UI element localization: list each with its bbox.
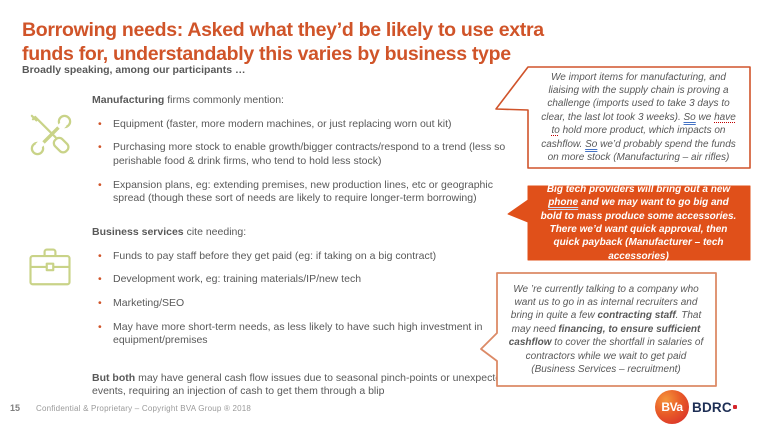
slide-subtitle: Broadly speaking, among our participants… xyxy=(22,64,246,76)
closing-paragraph: But both may have general cash flow issu… xyxy=(92,372,516,399)
slide-title-line2: funds for, understandably this varies by… xyxy=(22,43,511,66)
section-business-services: Business services cite needing: Funds to… xyxy=(92,226,516,348)
quote-text: We import items for manufacturing, and l… xyxy=(541,71,736,163)
speech-bubble-shape xyxy=(480,272,717,387)
section-business-services-heading: Business services cite needing: xyxy=(92,226,516,240)
closing-bold: But both xyxy=(92,371,136,384)
bva-logo-circle: BVa xyxy=(655,390,689,424)
quote-text: Big tech providers will bring out a new … xyxy=(540,183,737,262)
bva-bdrc-logo: BVa BDRC xyxy=(655,390,737,424)
speech-bubble-shape xyxy=(507,185,751,261)
quote-text: We ’re currently talking to a company wh… xyxy=(508,283,704,375)
section-manufacturing: Manufacturing firms commonly mention: Eq… xyxy=(92,94,516,206)
business-services-bullet-list: Funds to pay staff before they get paid … xyxy=(92,250,516,348)
section-heading-bold: Manufacturing xyxy=(92,94,165,106)
logo-dot xyxy=(732,405,737,409)
quote-callout-tech-accessories: Big tech providers will bring out a new … xyxy=(505,183,752,262)
slide-title-line1: Borrowing needs: Asked what they’d be li… xyxy=(22,19,544,42)
tools-icon xyxy=(24,108,78,167)
bullet-item: May have more short-term needs, as less … xyxy=(92,321,516,348)
quote-callout-manufacturing: We import items for manufacturing, and l… xyxy=(492,66,752,170)
section-heading-rest: cite needing: xyxy=(183,226,247,238)
bullet-item: Marketing/SEO xyxy=(92,297,516,311)
bullet-item: Equipment (faster, more modern machines,… xyxy=(92,118,516,132)
bdrc-logo-text: BDRC xyxy=(692,399,732,415)
closing-rest: may have general cash flow issues due to… xyxy=(92,371,507,398)
bullet-item: Purchasing more stock to enable growth/b… xyxy=(92,141,516,168)
manufacturing-bullet-list: Equipment (faster, more modern machines,… xyxy=(92,118,516,206)
bullet-item: Expansion plans, eg: extending premises,… xyxy=(92,179,516,206)
bullet-item: Development work, eg: training materials… xyxy=(92,273,516,287)
bullet-item: Funds to pay staff before they get paid … xyxy=(92,250,516,264)
speech-bubble-shape xyxy=(495,66,751,169)
quote-callout-recruitment: We ’re currently talking to a company wh… xyxy=(479,271,718,388)
section-heading-bold: Business services xyxy=(92,226,184,238)
footer-copyright: Confidential & Proprietary – Copyright B… xyxy=(36,404,252,413)
slide-title: Borrowing needs: Asked what they’d be li… xyxy=(22,18,622,66)
page-number: 15 xyxy=(10,403,21,413)
briefcase-icon xyxy=(24,242,76,299)
section-heading-rest: firms commonly mention: xyxy=(164,94,284,106)
section-manufacturing-heading: Manufacturing firms commonly mention: xyxy=(92,94,516,108)
